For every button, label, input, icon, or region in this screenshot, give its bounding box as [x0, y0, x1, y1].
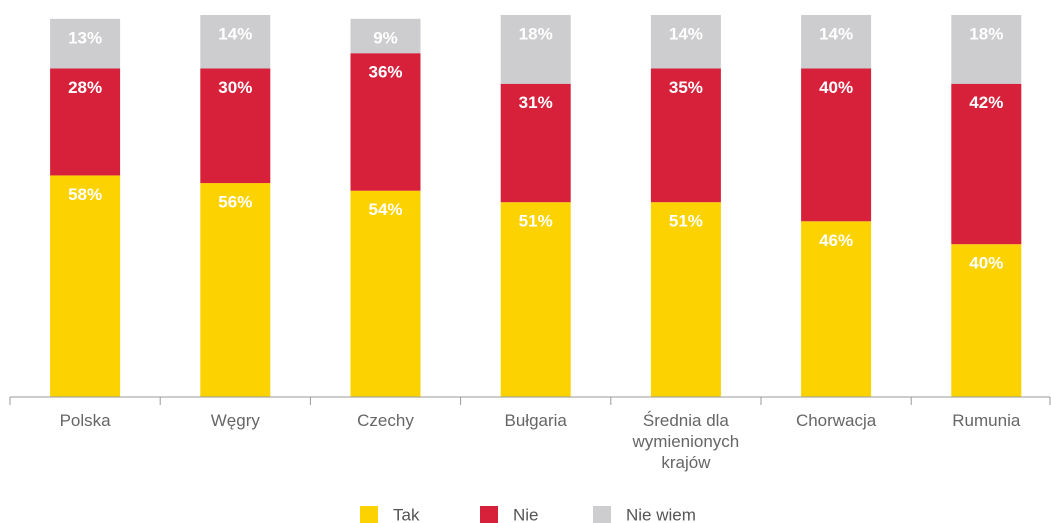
bar-segment	[200, 183, 271, 397]
x-tick-label: Węgry	[210, 411, 260, 430]
legend-label: Nie	[513, 505, 539, 523]
bar-segment	[200, 15, 271, 69]
value-label: 9%	[373, 28, 398, 47]
value-label: 36%	[368, 63, 402, 82]
value-label: 46%	[819, 231, 853, 250]
bar-segment	[50, 68, 121, 176]
bar-segment	[350, 18, 421, 54]
bar-segment	[801, 221, 872, 397]
value-label: 30%	[218, 78, 252, 97]
legend-swatch	[360, 506, 378, 523]
value-label: 14%	[669, 24, 703, 43]
legend-label: Nie wiem	[626, 505, 696, 523]
value-label: 14%	[819, 24, 853, 43]
value-label: 14%	[218, 24, 252, 43]
value-label: 13%	[68, 28, 102, 47]
bar-segment	[500, 202, 571, 397]
x-tick-label: Czechy	[357, 411, 414, 430]
legend-label: Tak	[393, 505, 420, 523]
value-label: 54%	[368, 200, 402, 219]
x-tick-label: Chorwacja	[795, 411, 877, 430]
legend-swatch	[480, 506, 498, 523]
x-tick-label: Bułgaria	[504, 411, 567, 430]
value-label: 18%	[969, 24, 1003, 43]
x-tick-label: Średnia dla wymienionych krajów	[632, 411, 740, 472]
value-label: 42%	[969, 93, 1003, 112]
value-label: 31%	[519, 93, 553, 112]
value-label: 28%	[68, 78, 102, 97]
value-label: 56%	[218, 193, 252, 212]
bar-segment	[951, 15, 1022, 84]
x-tick-label: Polska	[59, 411, 111, 430]
bar-segment	[350, 53, 421, 191]
bar-segment	[650, 202, 721, 397]
bar-segment	[50, 18, 121, 69]
value-label: 58%	[68, 185, 102, 204]
value-label: 18%	[519, 24, 553, 43]
bar-segment	[951, 244, 1022, 397]
bar-segment	[50, 175, 121, 397]
bar-segment	[350, 190, 421, 397]
legend-swatch	[593, 506, 611, 523]
bar-segment	[650, 15, 721, 69]
bar-segment	[801, 68, 872, 222]
bar-segment	[500, 83, 571, 203]
bar-segment	[200, 68, 271, 184]
bar-segment	[801, 15, 872, 69]
value-label: 51%	[519, 212, 553, 231]
bar-segment	[650, 68, 721, 203]
bar-segment	[951, 83, 1022, 245]
value-label: 40%	[969, 254, 1003, 273]
x-tick-label: Rumunia	[952, 411, 1021, 430]
value-label: 40%	[819, 78, 853, 97]
bar-segment	[500, 15, 571, 84]
value-label: 51%	[669, 212, 703, 231]
value-label: 35%	[669, 78, 703, 97]
